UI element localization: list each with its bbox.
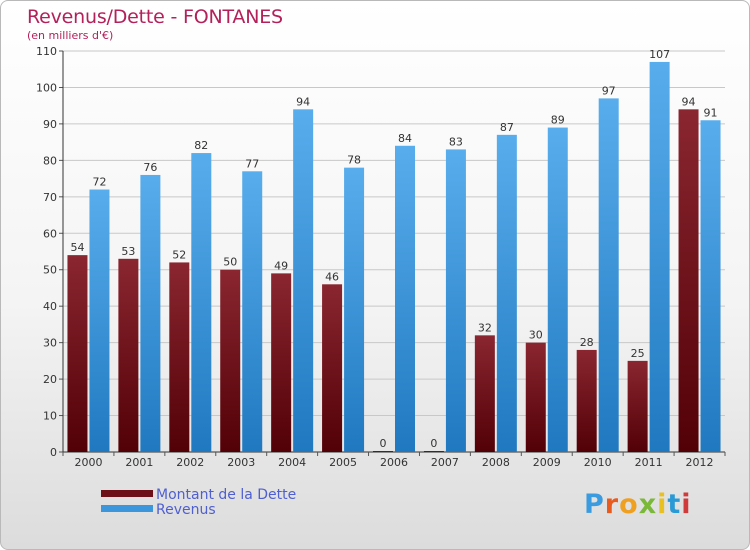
- bar-revenus: [293, 109, 314, 452]
- bar-dette: [271, 273, 292, 452]
- bar-revenus: [649, 61, 670, 452]
- legend-label-revenus: Revenus: [156, 502, 216, 518]
- y-tick-label: 70: [43, 191, 57, 204]
- y-tick-label: 50: [43, 264, 57, 277]
- x-tick-label: 2008: [482, 456, 510, 469]
- bar-dette: [525, 342, 546, 452]
- data-label-dette: 46: [325, 270, 339, 283]
- bar-chart: 0 10 20 30 40 50 60 70 80 90 100 110 2000 54 72 2001 53…: [36, 45, 726, 469]
- x-tick-label: 2006: [380, 456, 408, 469]
- x-tick-label: 2003: [227, 456, 255, 469]
- data-label-revenus: 97: [602, 84, 616, 97]
- bar-dette: [67, 255, 88, 452]
- data-label-revenus: 87: [500, 121, 514, 134]
- data-label-dette: 30: [529, 329, 543, 342]
- logo-letter: P: [584, 489, 605, 520]
- data-label-dette: 54: [70, 241, 84, 254]
- data-label-revenus: 89: [551, 114, 565, 127]
- x-tick-label: 2007: [431, 456, 459, 469]
- bar-dette: [373, 451, 393, 452]
- bar-revenus: [89, 189, 110, 452]
- data-label-dette: 50: [223, 256, 237, 269]
- y-tick-label: 10: [43, 410, 57, 423]
- logo-letter: o: [619, 489, 639, 520]
- bar-dette: [118, 258, 139, 452]
- bar-revenus: [496, 134, 517, 452]
- y-tick-label: 0: [50, 446, 57, 459]
- data-label-revenus: 78: [347, 154, 361, 167]
- logo-letter: x: [638, 489, 658, 520]
- data-label-dette: 94: [682, 95, 696, 108]
- bar-dette: [678, 109, 699, 452]
- bar-revenus: [598, 98, 619, 453]
- bar-dette: [322, 284, 343, 452]
- data-label-dette: 32: [478, 321, 492, 334]
- logo-letter: i: [657, 489, 668, 520]
- bar-dette: [627, 360, 648, 452]
- x-tick-label: 2011: [635, 456, 663, 469]
- bar-revenus: [445, 149, 466, 452]
- legend-swatch-revenus: [101, 505, 153, 512]
- bar-dette: [474, 335, 495, 452]
- logo-letter: t: [667, 489, 682, 520]
- chart-subtitle: (en milliers d'€): [27, 29, 114, 42]
- legend-swatch-dette: [101, 490, 153, 497]
- y-tick-label: 30: [43, 337, 57, 350]
- bar-layer: [67, 61, 721, 453]
- bar-revenus: [547, 127, 568, 453]
- data-label-dette: 25: [631, 347, 645, 360]
- x-tick-label: 2002: [176, 456, 204, 469]
- y-tick-label: 90: [43, 118, 57, 131]
- y-tick-label: 60: [43, 227, 57, 240]
- legend-label-dette: Montant de la Dette: [156, 487, 297, 503]
- data-label-revenus: 72: [92, 176, 106, 189]
- data-label-revenus: 77: [245, 157, 259, 170]
- data-label-revenus: 76: [143, 161, 157, 174]
- data-label-revenus: 107: [649, 48, 670, 61]
- bar-revenus: [140, 174, 161, 453]
- bar-dette: [423, 451, 444, 452]
- x-tick-label: 2010: [584, 456, 612, 469]
- proxiti-logo: Proxiti: [584, 489, 692, 520]
- y-tick-label: 80: [43, 154, 57, 167]
- label-layer: 2000 54 72 2001 53 76 2002 52 82 2003 50 77 2004 49 94…: [70, 48, 717, 469]
- y-tick-label: 100: [36, 81, 57, 94]
- data-label-revenus: 84: [398, 132, 412, 145]
- bar-revenus: [700, 120, 721, 452]
- data-label-revenus: 91: [704, 106, 718, 119]
- x-tick-label: 2000: [74, 456, 102, 469]
- data-label-dette: 49: [274, 259, 288, 272]
- data-label-revenus: 82: [194, 139, 208, 152]
- bar-dette: [169, 262, 190, 452]
- data-label-revenus: 83: [449, 135, 463, 148]
- bar-revenus: [344, 167, 365, 452]
- y-tick-label: 40: [43, 300, 57, 313]
- y-tick-label: 110: [36, 45, 57, 58]
- logo-letter: i: [681, 489, 692, 520]
- x-tick-label: 2009: [533, 456, 561, 469]
- bar-dette: [220, 269, 241, 452]
- x-tick-label: 2001: [125, 456, 153, 469]
- bar-revenus: [191, 153, 212, 452]
- data-label-dette: 0: [380, 437, 387, 450]
- data-label-revenus: 94: [296, 95, 310, 108]
- x-tick-label: 2005: [329, 456, 357, 469]
- data-label-dette: 0: [430, 437, 437, 450]
- logo-letter: r: [604, 489, 620, 520]
- chart-title: Revenus/Dette - FONTANES: [27, 6, 283, 28]
- grid-layer: 0 10 20 30 40 50 60 70 80 90 100 110: [36, 45, 726, 459]
- data-label-dette: 52: [172, 248, 186, 261]
- bar-dette: [576, 349, 597, 452]
- x-tick-label: 2004: [278, 456, 306, 469]
- data-label-dette: 28: [580, 336, 594, 349]
- x-tick-label: 2012: [686, 456, 714, 469]
- bar-revenus: [395, 145, 415, 453]
- data-label-dette: 53: [121, 245, 135, 258]
- y-tick-label: 20: [43, 373, 57, 386]
- bar-revenus: [242, 171, 263, 453]
